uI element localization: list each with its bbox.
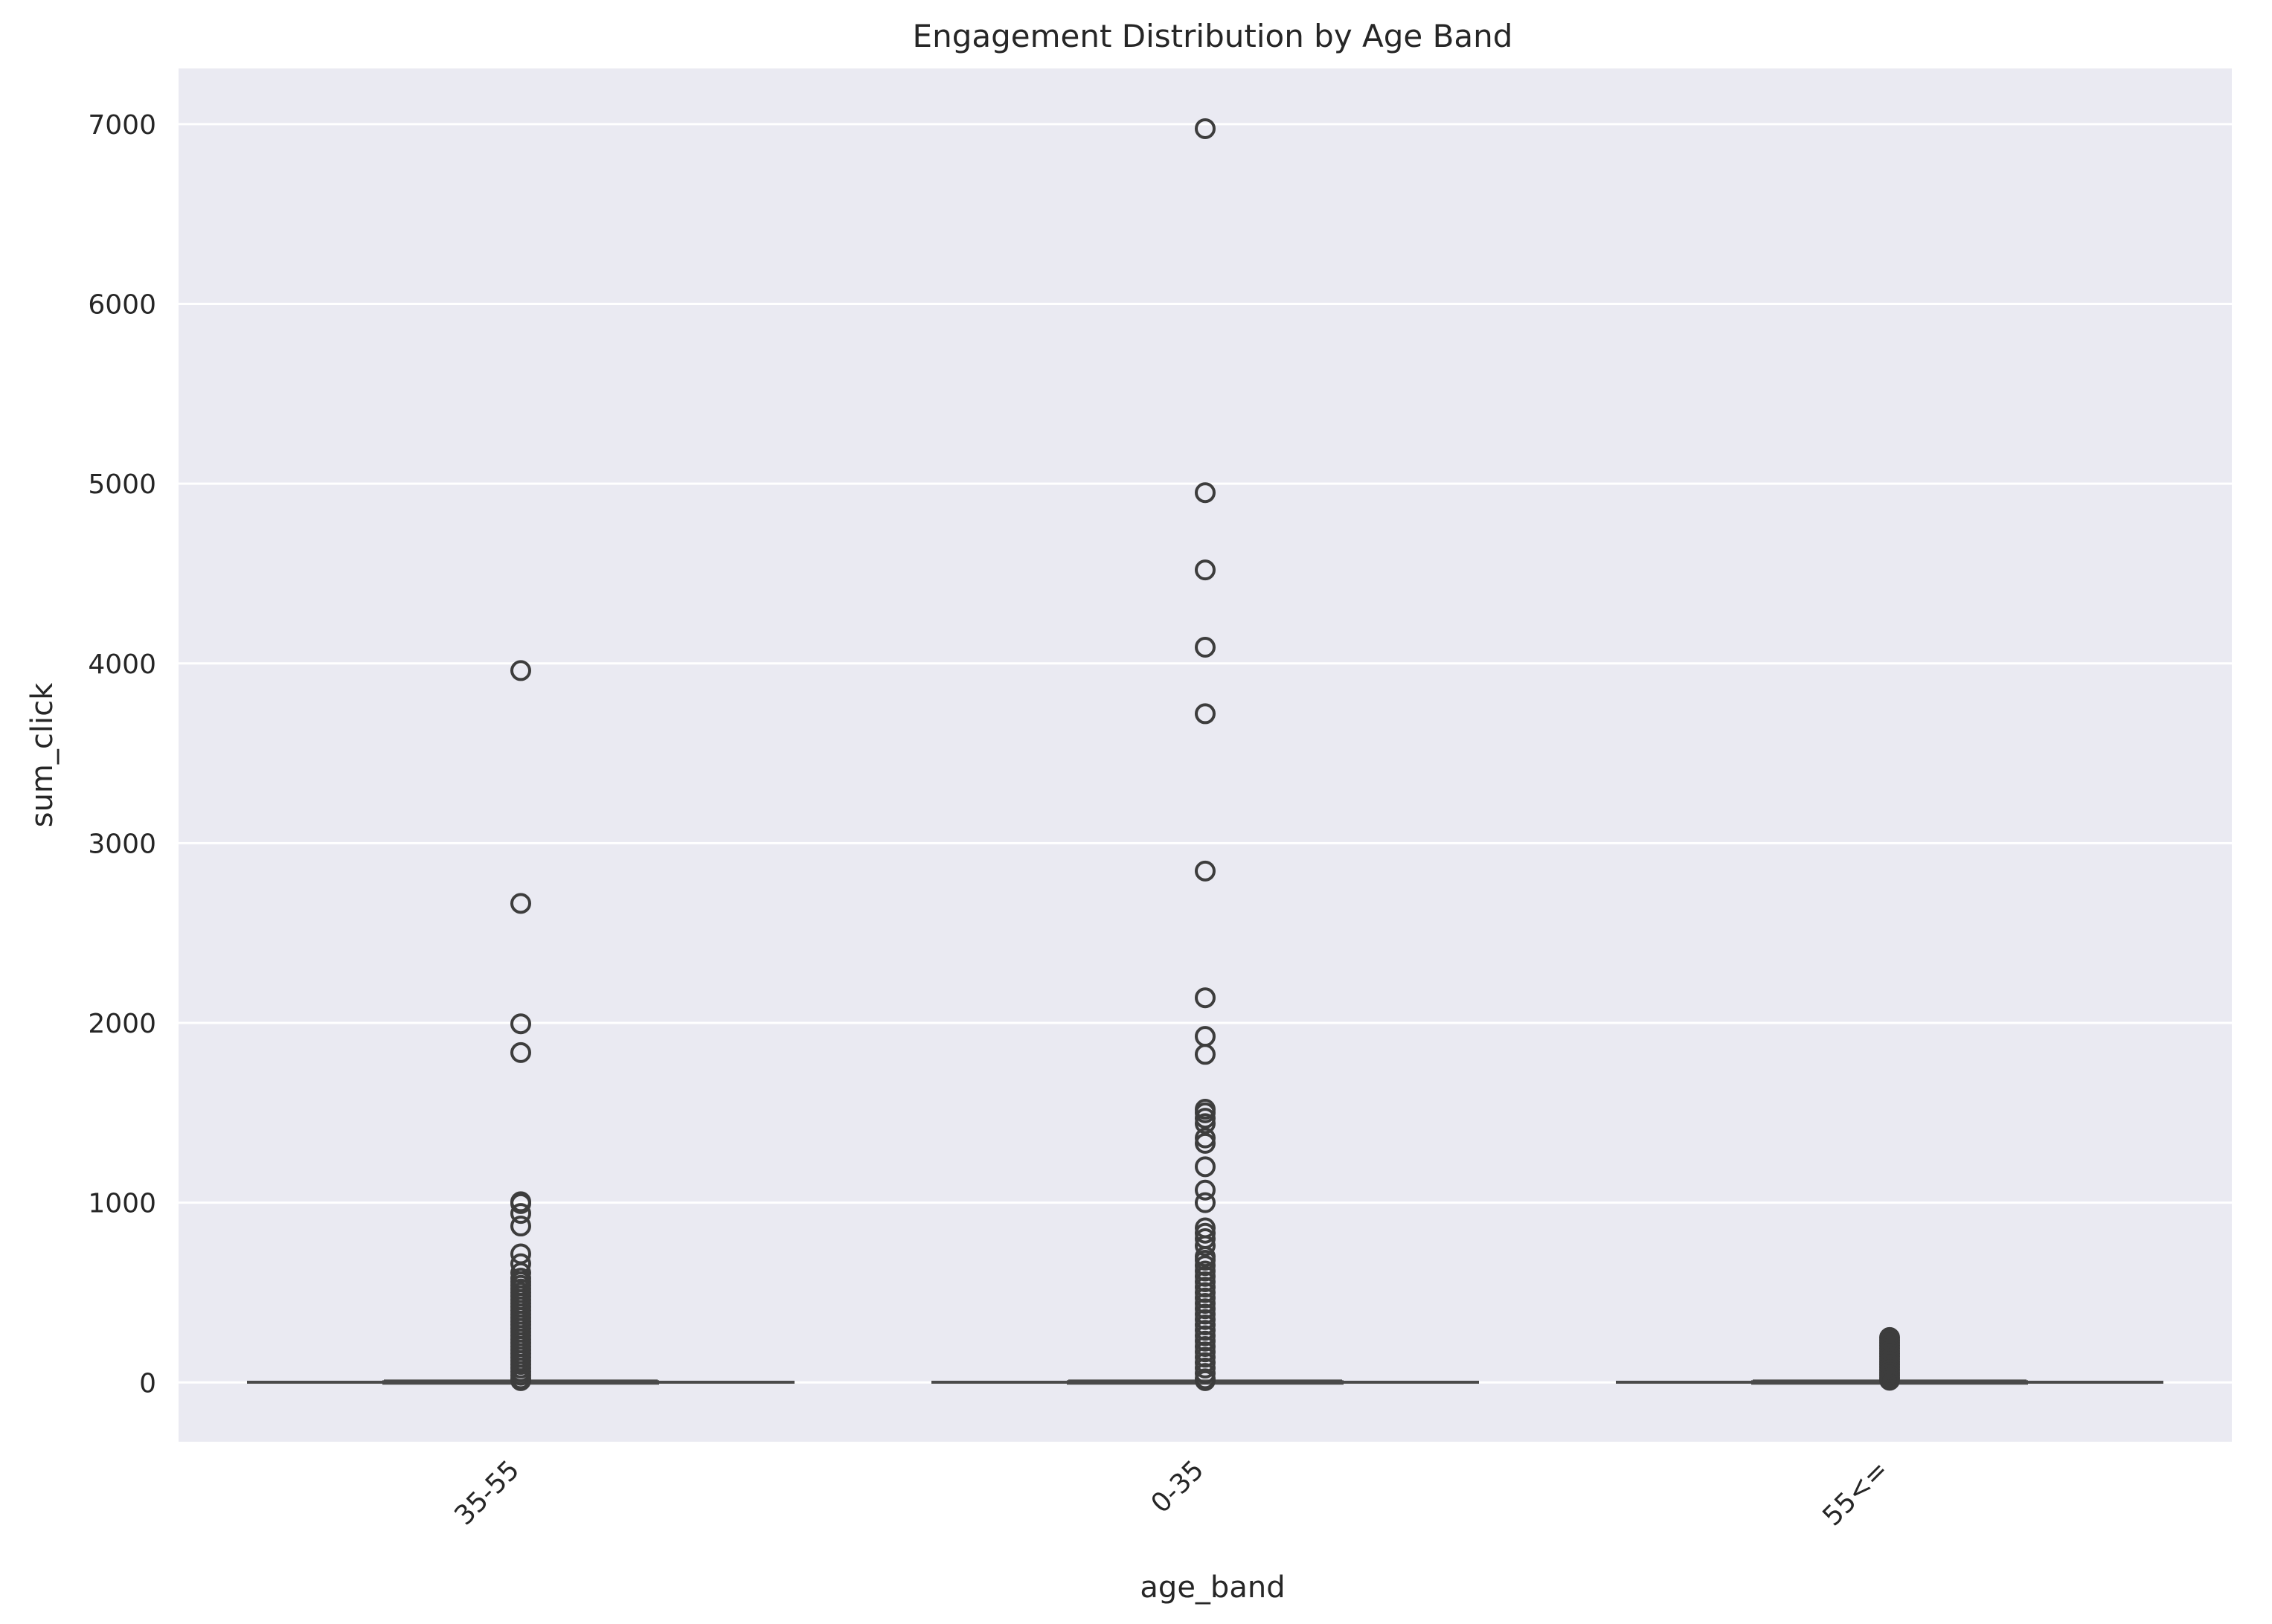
outlier-point [1195, 1192, 1216, 1213]
y-tick-label: 2000 [88, 1009, 156, 1039]
x-tick-label: 0-35 [1146, 1454, 1210, 1519]
outlier-point [1195, 1309, 1216, 1330]
box-group [247, 660, 795, 1391]
outlier-point [1195, 118, 1216, 139]
outlier-point [1195, 1108, 1216, 1129]
outlier-point [1195, 1127, 1216, 1149]
outlier-point [1195, 482, 1216, 504]
x-axis-label: age_band [1140, 1570, 1285, 1605]
y-tick-label: 1000 [88, 1189, 156, 1219]
outlier-point [1195, 1255, 1216, 1277]
outlier-point [1195, 860, 1216, 882]
outlier-point [1195, 1357, 1216, 1379]
boxes [247, 118, 2163, 1391]
outlier-point [510, 1262, 531, 1283]
outlier-point [1195, 637, 1216, 658]
outlier-point [1195, 703, 1216, 725]
outlier-point [1195, 1298, 1216, 1320]
outlier-point [1195, 1341, 1216, 1363]
y-tick-label: 6000 [88, 290, 156, 321]
outlier-point [510, 1193, 531, 1214]
chart-title: Engagement Distribution by Age Band [913, 18, 1513, 54]
outlier-point [1195, 1260, 1216, 1282]
outlier-point [1195, 1287, 1216, 1309]
outlier-point [1879, 1370, 1900, 1391]
outlier-point [1195, 1132, 1216, 1154]
x-tick-labels: 35-55 0-35 55<= [449, 1454, 1894, 1532]
outlier-point [510, 1203, 531, 1225]
outlier-point [1195, 1347, 1216, 1368]
outlier-point [1195, 559, 1216, 581]
outlier-point [1195, 1102, 1216, 1123]
y-tick-labels: 0 1000 2000 3000 4000 5000 6000 7000 [88, 110, 156, 1399]
y-tick-label: 7000 [88, 110, 156, 141]
outlier-point [1195, 1330, 1216, 1352]
outlier-point [1195, 1277, 1216, 1298]
outlier-point [1195, 1249, 1216, 1271]
outlier-point [510, 1370, 531, 1391]
outlier-point [1195, 1265, 1216, 1287]
outlier-point [1195, 1292, 1216, 1314]
outlier-point [1195, 1282, 1216, 1303]
y-tick-label: 4000 [88, 649, 156, 680]
outlier-point [1195, 1314, 1216, 1335]
x-tick-label: 55<= [1817, 1454, 1894, 1532]
outlier-point [1195, 1179, 1216, 1201]
outlier-point [1195, 1271, 1216, 1292]
outlier-point [1195, 1370, 1216, 1391]
outlier-point [1195, 987, 1216, 1009]
outlier-point [1195, 1044, 1216, 1065]
y-tick-label: 0 [139, 1368, 156, 1399]
outlier-point [1195, 1222, 1216, 1244]
outlier-point [1195, 1325, 1216, 1347]
outlier-point [510, 660, 531, 681]
outlier-point [1195, 1320, 1216, 1341]
outlier-point [510, 893, 531, 914]
box-group [931, 118, 1479, 1391]
outlier-point [510, 1042, 531, 1063]
outlier-point [1195, 1363, 1216, 1384]
outlier-point [1195, 1235, 1216, 1256]
y-tick-label: 5000 [88, 469, 156, 500]
outlier-point [510, 1013, 531, 1035]
outlier-point [1195, 1303, 1216, 1325]
outlier-point [1195, 1113, 1216, 1134]
y-tick-label: 3000 [88, 829, 156, 859]
x-tick-label: 35-55 [449, 1454, 525, 1531]
y-axis-label: sum_click [25, 682, 60, 827]
box-group [1616, 1326, 2163, 1391]
outlier-point [1195, 1156, 1216, 1178]
outlier-point [1195, 1335, 1216, 1357]
outlier-point [510, 1216, 531, 1237]
